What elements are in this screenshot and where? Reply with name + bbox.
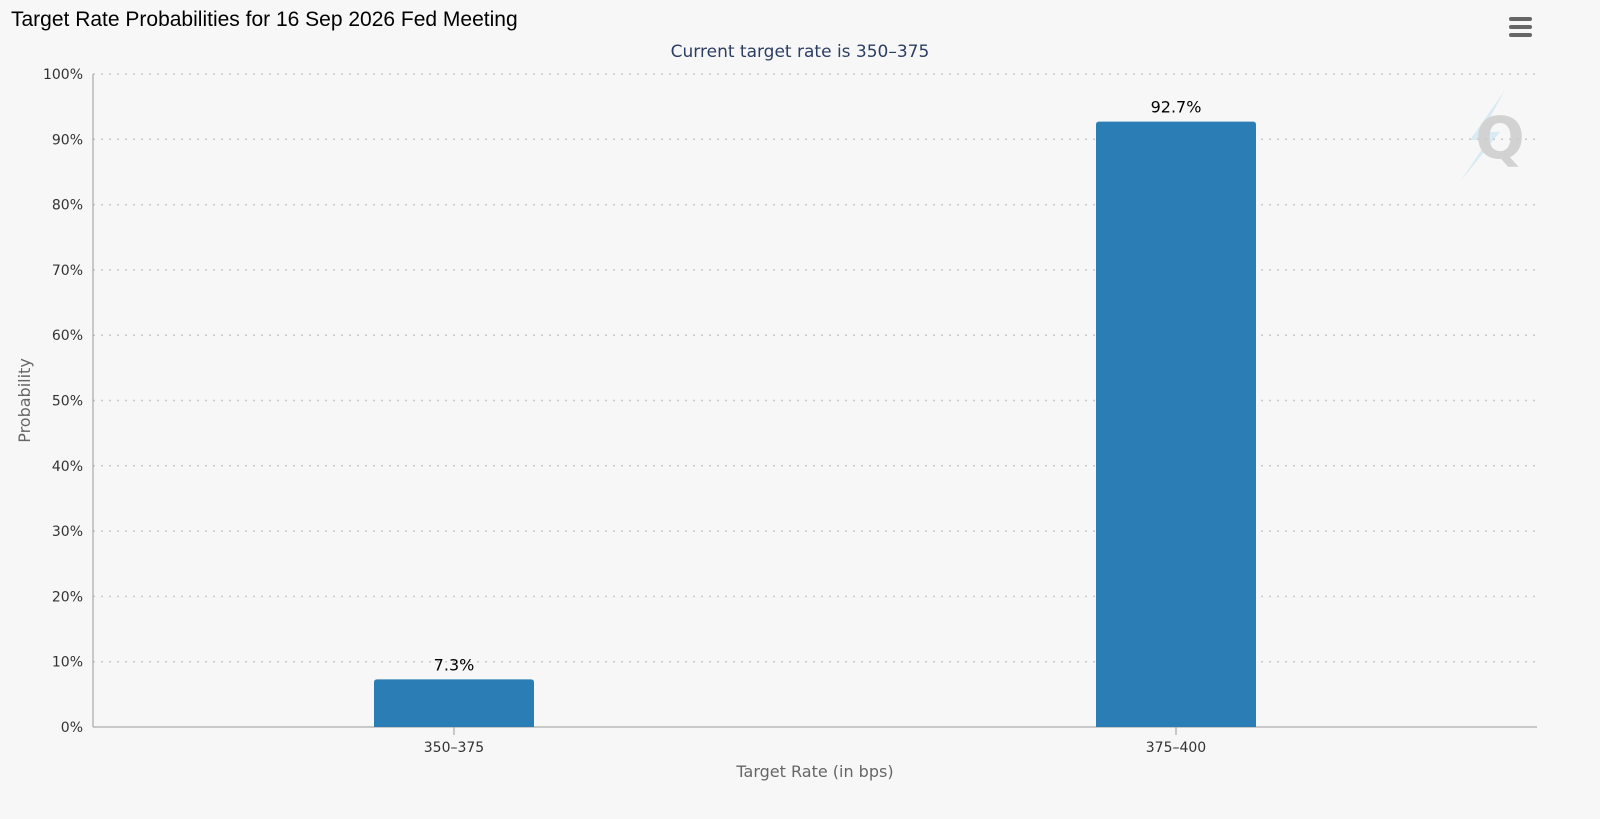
bar	[374, 679, 534, 727]
chart-title: Target Rate Probabilities for 16 Sep 202…	[11, 8, 518, 31]
chart-subtitle: Current target rate is 350–375	[670, 42, 930, 62]
bar-data-label: 92.7%	[1151, 98, 1202, 117]
y-tick-label: 0%	[61, 720, 83, 736]
bar-layer	[374, 121, 1256, 727]
watermark-bolt	[1460, 90, 1505, 182]
y-tick-label: 50%	[52, 394, 83, 410]
y-tick-label: 40%	[52, 459, 83, 475]
grid-layer	[93, 73, 1537, 663]
label-layer: 7.3% 92.7%	[434, 98, 1202, 675]
menu-line	[1509, 25, 1532, 29]
y-tick-label: 60%	[52, 328, 83, 344]
y-tick-label: 80%	[52, 198, 83, 214]
y-axis-title: Probability	[15, 358, 34, 443]
y-tick-label: 70%	[52, 263, 83, 279]
menu-line	[1509, 17, 1532, 21]
y-tick-label: 20%	[52, 589, 83, 605]
hamburger-menu-icon[interactable]	[1503, 12, 1537, 42]
x-tick-label: 375–400	[1146, 740, 1206, 756]
bar-data-label: 7.3%	[434, 655, 475, 674]
y-tick-label: 90%	[52, 132, 83, 148]
x-tick-label: 350–375	[424, 740, 484, 756]
x-axis-title: Target Rate (in bps)	[735, 762, 893, 781]
watermark-letter: Q	[1475, 104, 1524, 172]
y-tick-label: 30%	[52, 524, 83, 540]
y-tick-label: 100%	[43, 67, 83, 83]
menu-line	[1509, 33, 1532, 37]
q-logo-icon: Q	[1460, 90, 1525, 182]
y-tick-label: 10%	[52, 655, 83, 671]
bar	[1096, 121, 1256, 727]
axis-layer: 0% 10% 20% 30% 40% 50% 60% 70% 80% 90% 100% 350–375…	[15, 67, 1537, 781]
